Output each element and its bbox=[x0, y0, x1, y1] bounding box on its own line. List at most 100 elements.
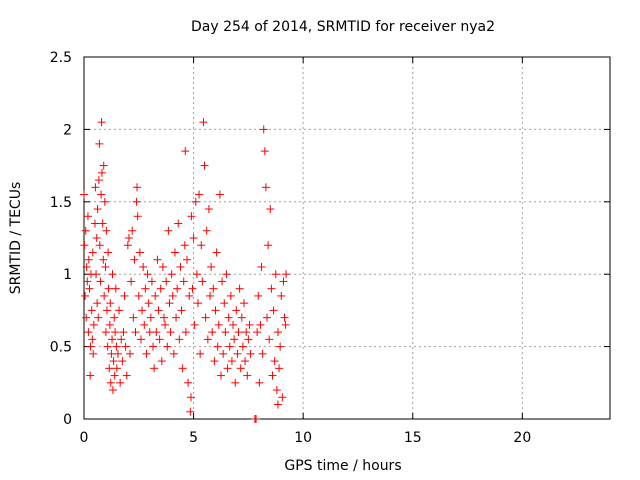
data-point bbox=[92, 270, 101, 279]
data-point bbox=[202, 226, 211, 235]
data-point bbox=[89, 349, 98, 358]
data-point bbox=[156, 284, 165, 293]
data-point bbox=[225, 342, 234, 351]
data-point bbox=[266, 205, 275, 214]
data-point bbox=[93, 205, 102, 214]
data-point bbox=[270, 357, 279, 366]
data-point bbox=[200, 161, 209, 170]
data-point bbox=[95, 139, 104, 148]
data-point bbox=[112, 342, 121, 351]
data-point bbox=[102, 226, 111, 235]
data-point bbox=[127, 277, 136, 286]
data-point bbox=[268, 371, 277, 380]
data-point bbox=[112, 364, 121, 373]
data-point bbox=[175, 335, 184, 344]
x-tick-label: 15 bbox=[404, 430, 422, 446]
y-tick-label: 2 bbox=[63, 122, 72, 138]
data-point bbox=[236, 364, 245, 373]
data-point bbox=[93, 299, 102, 308]
data-point bbox=[111, 328, 120, 337]
data-point bbox=[161, 320, 170, 329]
data-point bbox=[196, 349, 205, 358]
data-point bbox=[101, 262, 110, 271]
data-point bbox=[143, 270, 152, 279]
data-point bbox=[157, 357, 166, 366]
data-point bbox=[138, 306, 147, 315]
data-point bbox=[278, 393, 287, 402]
data-point bbox=[252, 415, 261, 423]
data-point bbox=[108, 270, 117, 279]
data-point bbox=[85, 284, 94, 293]
data-point bbox=[169, 349, 178, 358]
data-point bbox=[176, 262, 185, 271]
data-point bbox=[215, 190, 224, 199]
data-point bbox=[101, 328, 110, 337]
data-point bbox=[281, 320, 290, 329]
data-point bbox=[88, 248, 97, 257]
data-point bbox=[83, 212, 92, 221]
data-point bbox=[186, 393, 195, 402]
grid-lines bbox=[84, 57, 610, 419]
y-axis-label: SRMTID / TECUs bbox=[8, 182, 24, 295]
data-point bbox=[269, 306, 278, 315]
data-point bbox=[277, 291, 286, 300]
data-point bbox=[261, 183, 270, 192]
data-point bbox=[197, 241, 206, 250]
data-point bbox=[181, 328, 190, 337]
data-point bbox=[218, 277, 227, 286]
data-point bbox=[124, 234, 133, 242]
data-point bbox=[213, 342, 222, 351]
data-point bbox=[165, 299, 174, 308]
data-point bbox=[198, 277, 207, 286]
data-point bbox=[94, 176, 103, 185]
data-point bbox=[187, 212, 196, 221]
data-point bbox=[84, 328, 93, 337]
data-point bbox=[163, 342, 172, 351]
data-point bbox=[99, 255, 108, 264]
data-point bbox=[271, 270, 280, 279]
data-point bbox=[280, 313, 289, 322]
data-point bbox=[229, 320, 238, 329]
data-point bbox=[263, 313, 272, 322]
data-point bbox=[140, 320, 149, 329]
data-point bbox=[185, 291, 194, 300]
data-point bbox=[133, 183, 142, 192]
data-point bbox=[211, 306, 220, 315]
data-point bbox=[155, 335, 164, 344]
chart-title: Day 254 of 2014, SRMTID for receiver nya… bbox=[191, 19, 495, 35]
data-point bbox=[84, 255, 93, 264]
data-point bbox=[186, 407, 195, 416]
data-point bbox=[244, 335, 253, 344]
data-point bbox=[255, 378, 264, 387]
data-point bbox=[222, 270, 231, 279]
data-point bbox=[166, 328, 175, 337]
x-tick-label: 0 bbox=[80, 430, 89, 446]
data-point bbox=[172, 313, 181, 322]
data-points bbox=[80, 118, 291, 423]
data-point bbox=[95, 241, 104, 250]
data-point bbox=[242, 328, 251, 337]
data-point bbox=[239, 299, 248, 308]
data-point bbox=[154, 306, 163, 315]
x-tick-label: 10 bbox=[294, 430, 312, 446]
data-point bbox=[177, 306, 186, 315]
y-tick-label: 2.5 bbox=[50, 50, 72, 66]
data-point bbox=[149, 342, 158, 351]
data-point bbox=[91, 183, 100, 192]
data-point bbox=[178, 364, 187, 373]
data-point bbox=[99, 161, 108, 170]
data-point bbox=[223, 364, 232, 373]
data-point bbox=[80, 241, 89, 250]
data-point bbox=[181, 147, 190, 156]
data-point bbox=[207, 262, 216, 271]
data-point bbox=[82, 313, 91, 322]
data-point bbox=[103, 306, 112, 315]
data-point bbox=[152, 328, 161, 337]
data-point bbox=[89, 320, 98, 329]
data-point bbox=[159, 313, 168, 322]
data-point bbox=[227, 357, 236, 366]
data-point bbox=[115, 306, 124, 315]
data-point bbox=[233, 349, 242, 358]
data-point bbox=[256, 320, 265, 329]
